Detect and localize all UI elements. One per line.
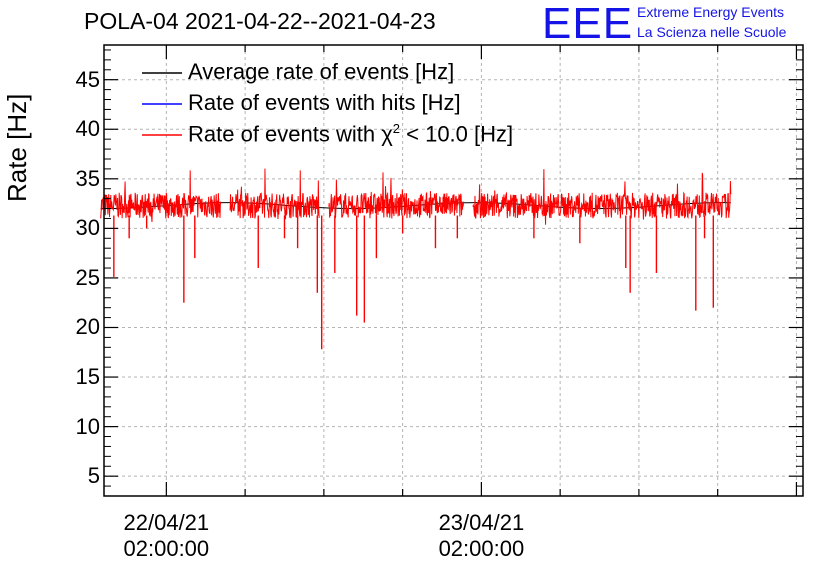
legend-entry-hits: Rate of events with hits [Hz] [188,90,461,115]
y-tick-label: 25 [75,264,100,290]
x-tick-time: 02:00:00 [123,536,210,561]
legend-chi2-prefix: Rate of events with [188,121,382,147]
legend-chi2-superscript: 2 [392,121,401,136]
chart-title: POLA-04 2021-04-22--2021-04-23 [84,8,436,34]
chi2-rate-segment [328,172,465,219]
y-tick-label: 15 [75,364,100,390]
legend-entry-chi2: Rate of events with χ2 < 10.0 [Hz] [188,121,513,147]
y-tick-label: 40 [75,116,100,142]
y-tick-label: 5 [87,463,100,489]
x-tick-time: 02:00:00 [438,536,525,561]
x-tick-date: 22/04/21 [123,510,210,535]
legend-chi2-suffix: < 10.0 [Hz] [400,121,514,147]
chi2-rate-segment [472,169,732,225]
legend-chi2-symbol: χ [381,121,393,147]
logo-line-1: Extreme Energy Events [637,4,785,20]
legend-lines [142,72,182,136]
chi2-rate-segment [229,168,320,220]
y-tick-label: 45 [75,66,100,92]
x-tick-label: 22/04/21 02:00:00 [96,510,236,562]
y-tick-label: 30 [75,215,100,241]
chi2-rate-segment [100,170,221,223]
y-tick-label: 10 [75,413,100,439]
eee-logo: EEE [542,0,634,48]
x-tick-date: 23/04/21 [438,510,525,535]
grid-lines [104,45,803,496]
axis-ticks [104,45,803,496]
y-tick-label: 20 [75,314,100,340]
y-tick-label: 35 [75,165,100,191]
plot-frame [103,44,804,497]
x-tick-label: 23/04/21 02:00:00 [411,510,551,562]
y-axis-label: Rate [Hz] [2,93,32,202]
logo-line-2: La Scienza nelle Scuole [637,24,787,40]
legend-entry-average: Average rate of events [Hz] [188,59,455,84]
series-chi2-rate [100,168,732,350]
